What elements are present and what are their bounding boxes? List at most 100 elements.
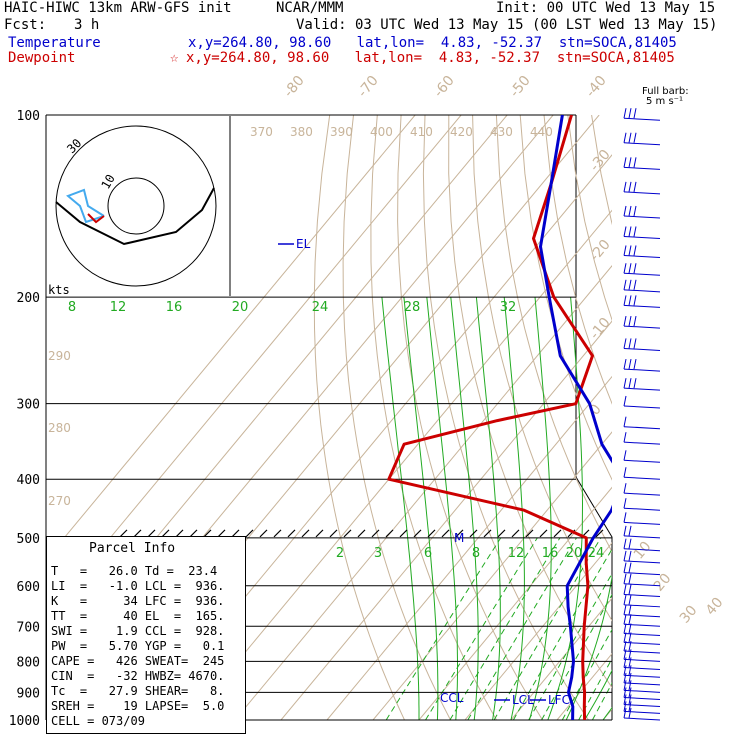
moist-adiabat-line — [426, 297, 458, 720]
parcel-info-row: LI = -1.0 LCL = 936. — [51, 579, 225, 593]
dry-adiabat-line — [735, 115, 740, 720]
dewpoint-line — [539, 115, 612, 720]
hodograph-ring-outer — [55, 125, 217, 287]
wind-barb-flag — [633, 338, 637, 349]
wind-barb-staff — [623, 658, 661, 662]
wind-barb-flag — [633, 132, 637, 143]
dewpoint-location: x,y=264.80, 98.60 lat,lon= 4.83, -52.37 … — [186, 50, 675, 66]
wind-barb-flag — [628, 657, 632, 668]
wind-barb-flag — [623, 226, 627, 237]
isotherm-line — [326, 375, 612, 720]
wind-barb-staff — [623, 604, 661, 608]
mixing-ratio-label: 8 — [472, 546, 480, 561]
wind-barb-staff — [623, 289, 661, 293]
mixing-ratio-label: 32 — [500, 300, 517, 315]
hatch-mark — [315, 529, 324, 538]
wind-barb-staff — [623, 614, 661, 618]
wind-barb-flag — [623, 181, 627, 192]
hatch-mark — [399, 529, 408, 538]
wind-barb-staff — [623, 405, 661, 409]
annotation-lfc: LFC — [548, 693, 570, 707]
wind-barb-flag — [623, 295, 627, 306]
wind-barb-staff — [623, 650, 661, 654]
dry-adiabats — [313, 115, 740, 720]
wind-barb-flag — [623, 640, 627, 652]
theta-label: 410 — [410, 125, 433, 139]
wind-barb-flag — [623, 525, 627, 536]
wind-barb-flag — [623, 205, 627, 217]
wind-barb-flag — [628, 573, 632, 584]
mixing-ratio-line — [512, 548, 612, 720]
hodograph-ring-label: 10 — [98, 172, 117, 192]
wind-barb-flag — [628, 640, 632, 652]
isotherm-line — [695, 115, 740, 720]
parcel-info-panel: Parcel Info T = 26.0 Td = 23.4 LI = -1.0 … — [46, 536, 246, 734]
isotherm-label: -70 — [355, 73, 382, 101]
isobar-label-800: 800 — [17, 655, 40, 670]
wind-barb-flag — [628, 584, 632, 595]
hatch-mark — [189, 529, 198, 538]
isotherm-label: 40 — [703, 595, 727, 619]
dewpoint-marker-icon: ☆ — [170, 50, 179, 66]
wind-barb-flag — [628, 358, 632, 370]
parcel-info-row: SREH = 19 LAPSE= 5.0 — [51, 699, 225, 713]
isotherm-label: -60 — [431, 73, 458, 101]
wind-barb-flag — [628, 550, 632, 562]
theta-label: 280 — [48, 421, 71, 435]
theta-label: 430 — [490, 125, 513, 139]
isobar-label-500: 500 — [17, 532, 40, 547]
dry-adiabat-line — [711, 115, 740, 720]
wind-barbs: Full barb:5 m s⁻¹ — [623, 86, 689, 721]
wind-barb-flag — [623, 483, 627, 494]
wind-barb-flag — [623, 573, 627, 584]
wind-barb-flag — [623, 245, 627, 256]
theta-label: 420 — [450, 125, 473, 139]
annotation-el: EL — [296, 237, 311, 251]
hatch-mark — [469, 529, 478, 538]
isobar-label-100: 100 — [17, 109, 40, 124]
wind-barb-flag — [628, 157, 632, 168]
wind-barb-flag — [628, 378, 632, 389]
dry-adiabat-line — [591, 115, 612, 226]
wind-barb-flag — [623, 467, 627, 478]
wind-barb-staff — [623, 560, 661, 564]
valid-time: Valid: 03 UTC Wed 13 May 15 (00 LST Wed … — [296, 17, 718, 33]
isotherm-line — [46, 115, 416, 561]
wind-barb-flag — [623, 672, 627, 684]
wind-barb-flag — [623, 614, 627, 625]
dry-adiabat-line — [313, 115, 405, 720]
hatch-mark — [553, 529, 562, 538]
isobar-label-1000: 1000 — [9, 714, 40, 729]
dry-adiabat-line — [663, 115, 740, 720]
wind-barb-flag — [633, 205, 637, 217]
wind-barb-flag — [623, 498, 627, 509]
hatch-mark — [175, 529, 184, 538]
wind-barb-flag — [633, 108, 637, 119]
wind-barb-flag — [623, 701, 627, 712]
wind-barb-flag — [628, 623, 632, 634]
wind-barb-flag — [633, 315, 637, 327]
wind-barb-staff — [623, 235, 661, 239]
wind-barb-staff — [623, 215, 661, 219]
wind-barb-flag — [628, 649, 632, 660]
wind-barb-staff — [623, 674, 661, 678]
mixing-ratio-label: 20 — [232, 300, 249, 315]
parcel-info-row: Tc = 27.9 SHEAR= 8. — [51, 684, 225, 698]
parcel-info-row: TT = 40 EL = 165. — [51, 609, 225, 623]
moist-adiabat-line — [602, 706, 612, 720]
wind-barb-flag — [633, 279, 637, 290]
wind-key-line2: 5 m s⁻¹ — [646, 96, 683, 107]
wind-barb-flag — [623, 623, 627, 634]
wind-barb-flag — [628, 181, 632, 192]
isotherm-line — [649, 115, 740, 720]
parcel-info-row: K = 34 LFC = 936. — [51, 594, 225, 608]
hatch-mark — [371, 529, 380, 538]
wind-barb-staff — [623, 682, 661, 686]
wind-barb-flag — [628, 701, 632, 712]
wind-barb-flag — [623, 665, 627, 676]
theta-label: 290 — [48, 349, 71, 363]
wind-barb-staff — [623, 304, 661, 308]
hatch-mark — [483, 529, 492, 538]
dry-adiabat-line — [639, 115, 740, 720]
isotherm-label: 30 — [677, 603, 701, 627]
